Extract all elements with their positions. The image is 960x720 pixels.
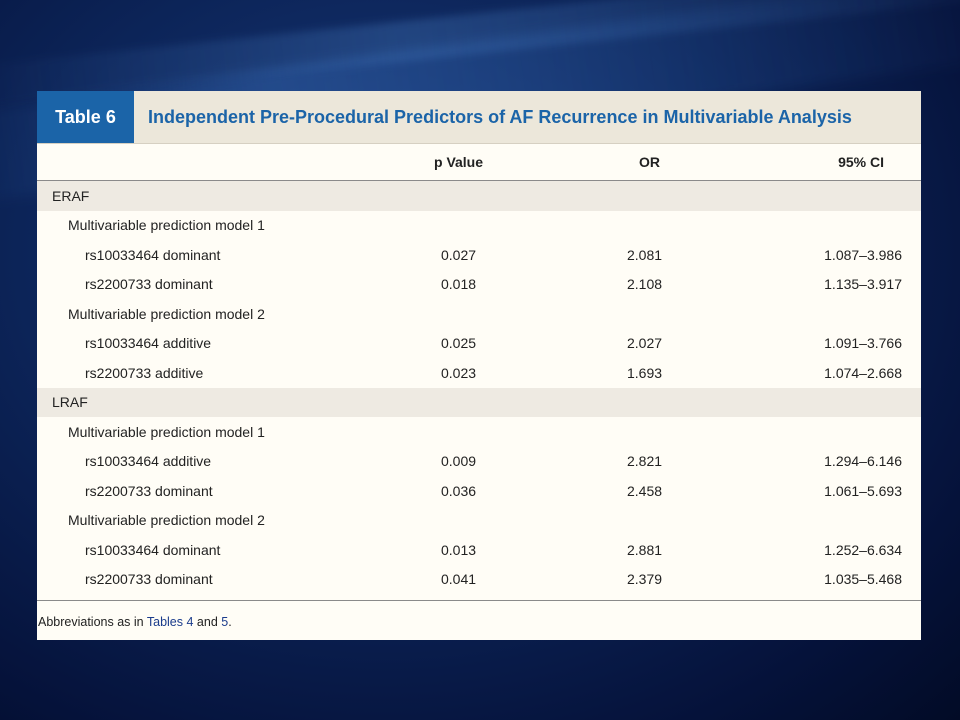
table-body: ERAF Multivariable prediction model 1 rs10… [37, 181, 921, 594]
ci-cell: 1.061–5.693 [824, 482, 902, 499]
row-label: rs10033464 dominant [85, 246, 221, 263]
ci-cell: 1.135–3.917 [824, 276, 902, 293]
odds-ratio-cell: 2.458 [627, 482, 663, 499]
odds-ratio-cell: 2.821 [627, 453, 663, 470]
footnote-prefix: Abbreviations as in [38, 615, 147, 629]
model-row: Multivariable prediction model 1 [37, 417, 921, 447]
table-row: rs10033464 additive 0.025 2.027 1.091–3.766 [37, 329, 921, 359]
ci-cell: 1.294–6.146 [824, 453, 902, 470]
odds-ratio-cell: 2.108 [627, 276, 663, 293]
p-value-cell: 0.023 [441, 364, 477, 381]
table-row: rs10033464 dominant 0.027 2.081 1.087–3.986 [37, 240, 921, 270]
column-header-ci: 95% CI [838, 154, 884, 170]
row-label: rs10033464 additive [85, 453, 212, 470]
model-label: Multivariable prediction model 2 [68, 512, 265, 529]
model-label: Multivariable prediction model 1 [68, 423, 265, 440]
footnote-suffix: . [228, 615, 232, 629]
model-label: Multivariable prediction model 2 [68, 305, 265, 322]
table-row: rs2200733 additive 0.023 1.693 1.074–2.668 [37, 358, 921, 388]
p-value-cell: 0.027 [441, 246, 477, 263]
p-value-cell: 0.013 [441, 541, 477, 558]
column-header-or: OR [639, 154, 660, 170]
odds-ratio-cell: 2.081 [627, 246, 663, 263]
results-table: Table 6 Independent Pre-Procedural Predi… [37, 91, 921, 640]
model-label: Multivariable prediction model 1 [68, 217, 265, 234]
table-header: Table 6 Independent Pre-Procedural Predi… [37, 91, 921, 144]
table-row: rs2200733 dominant 0.041 2.379 1.035–5.468 [37, 565, 921, 595]
footnote-link-tables-4[interactable]: Tables 4 [146, 615, 194, 629]
p-value-cell: 0.025 [441, 335, 477, 352]
odds-ratio-cell: 2.881 [627, 541, 663, 558]
model-row: Multivariable prediction model 1 [37, 211, 921, 241]
table-bottom-rule [37, 600, 921, 601]
group-row: ERAF [37, 181, 921, 211]
group-row: LRAF [37, 387, 921, 417]
p-value-cell: 0.009 [441, 453, 477, 470]
table-title: Independent Pre-Procedural Predictors of… [148, 106, 852, 127]
ci-cell: 1.252–6.634 [824, 541, 902, 558]
ci-cell: 1.087–3.986 [824, 246, 902, 263]
table-row: rs2200733 dominant 0.036 2.458 1.061–5.693 [37, 476, 921, 506]
p-value-cell: 0.041 [441, 571, 477, 588]
table-row: rs10033464 additive 0.009 2.821 1.294–6.146 [37, 447, 921, 477]
odds-ratio-cell: 2.379 [627, 571, 663, 588]
model-row: Multivariable prediction model 2 [37, 299, 921, 329]
odds-ratio-cell: 2.027 [627, 335, 663, 352]
ci-cell: 1.035–5.468 [824, 571, 902, 588]
row-label: rs2200733 dominant [85, 276, 213, 293]
table-row: rs2200733 dominant 0.018 2.108 1.135–3.917 [37, 270, 921, 300]
row-label: rs10033464 dominant [85, 541, 221, 558]
table-number-label: Table 6 [37, 91, 134, 143]
table-row: rs10033464 dominant 0.013 2.881 1.252–6.634 [37, 535, 921, 565]
group-label: ERAF [52, 187, 90, 204]
ci-cell: 1.074–2.668 [824, 364, 902, 381]
group-label: LRAF [52, 394, 88, 411]
row-label: rs10033464 additive [85, 335, 212, 352]
footnote-link-table-5[interactable]: 5 [221, 615, 229, 629]
model-row: Multivariable prediction model 2 [37, 506, 921, 536]
p-value-cell: 0.018 [441, 276, 477, 293]
column-header-row: p Value OR 95% CI [37, 144, 921, 181]
row-label: rs2200733 dominant [85, 571, 213, 588]
row-label: rs2200733 additive [85, 364, 204, 381]
ci-cell: 1.091–3.766 [824, 335, 902, 352]
column-header-p-value: p Value [434, 154, 484, 170]
odds-ratio-cell: 1.693 [627, 364, 663, 381]
p-value-cell: 0.036 [441, 482, 477, 499]
table-footnote: Abbreviations as in Tables 4 and 5. [37, 601, 921, 629]
footnote-middle: and [193, 615, 222, 629]
row-label: rs2200733 dominant [85, 482, 213, 499]
